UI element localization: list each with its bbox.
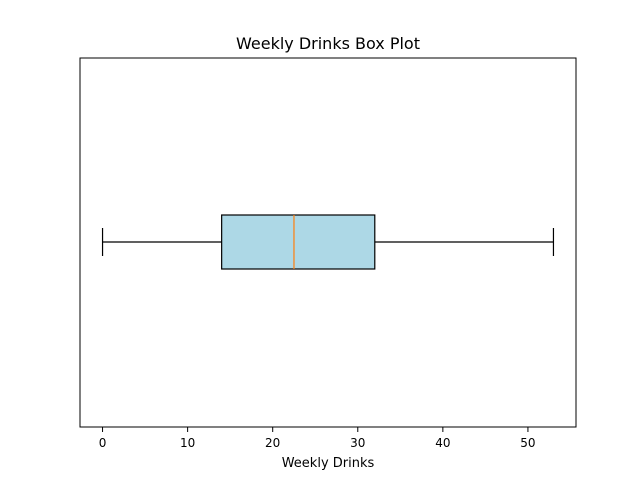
x-tick-label: 0: [99, 436, 107, 450]
chart-title: Weekly Drinks Box Plot: [236, 34, 420, 53]
x-axis-label: Weekly Drinks: [282, 456, 375, 471]
x-tick-label: 50: [520, 436, 535, 450]
interquartile-box: [221, 214, 376, 270]
x-tick-label: 30: [350, 436, 365, 450]
x-tick-label: 40: [435, 436, 450, 450]
plot-area-frame: [79, 57, 577, 428]
x-axis-ticks: 0 10 20 30 40 50: [99, 427, 536, 450]
x-tick-label: 10: [180, 436, 195, 450]
x-tick-label: 20: [265, 436, 280, 450]
plot-marks: [101, 214, 555, 270]
